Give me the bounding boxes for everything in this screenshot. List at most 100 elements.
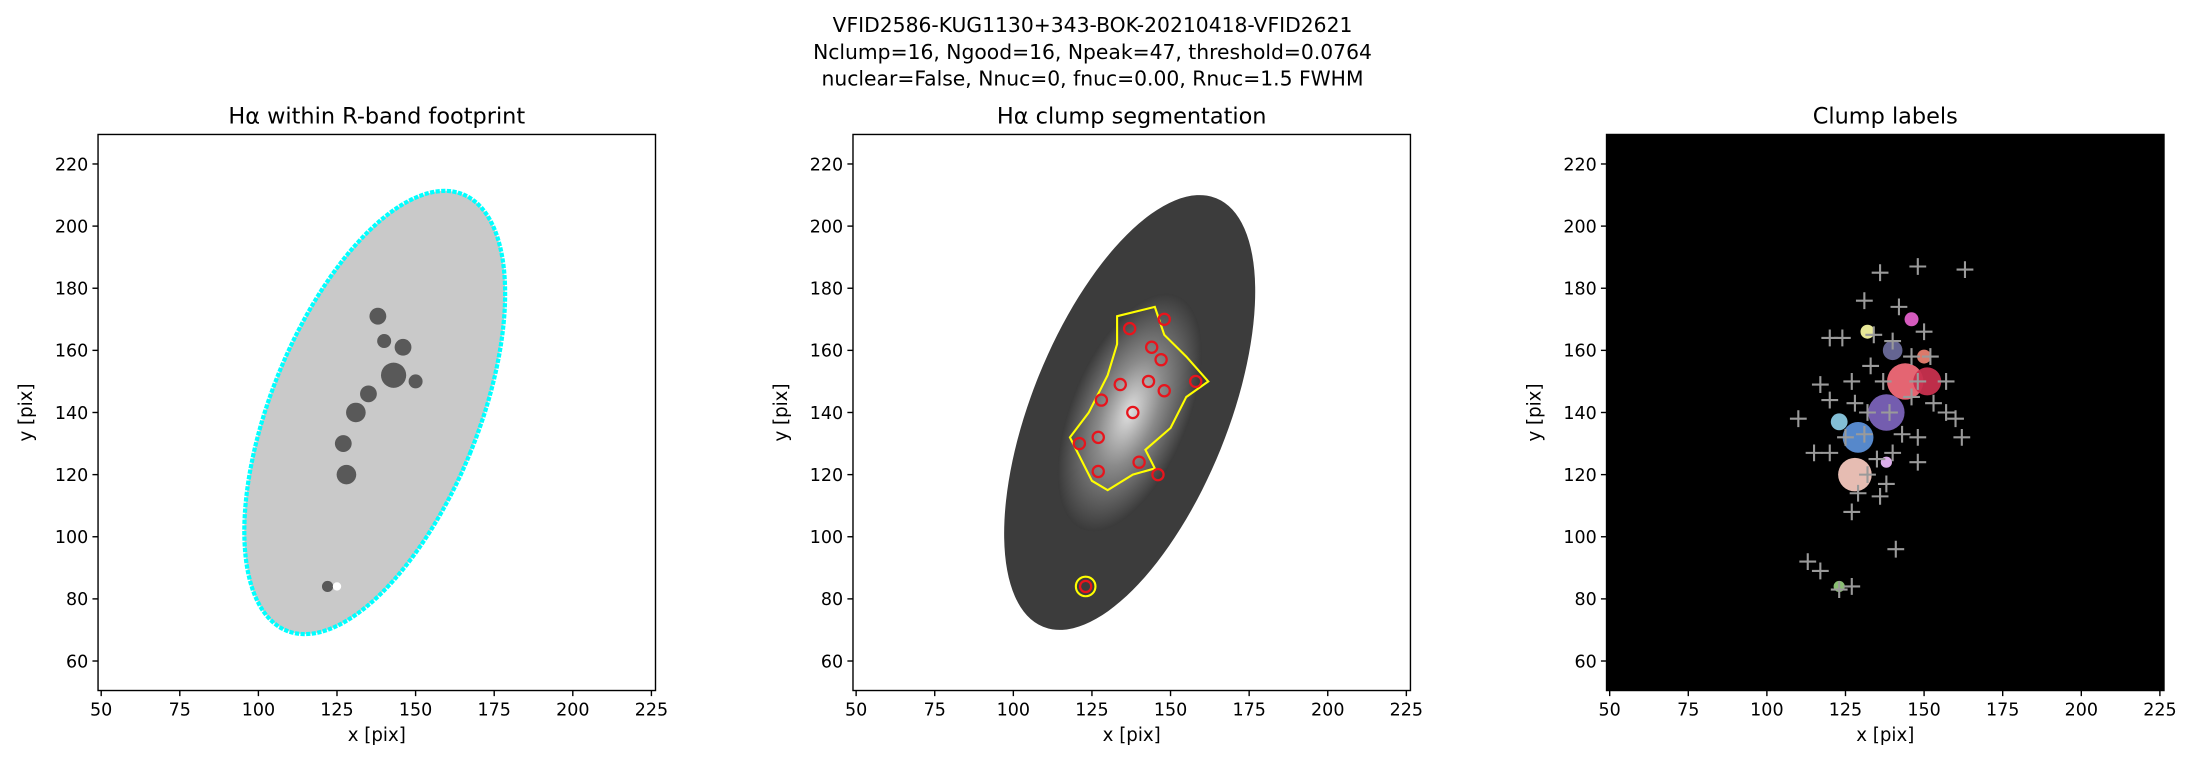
- clump-marker: [1126, 405, 1140, 420]
- peak-marker: [1811, 376, 1829, 393]
- y-tick-label: 80: [66, 590, 88, 610]
- x-tick-label: 100: [997, 701, 1030, 721]
- peak-marker: [1903, 348, 1920, 365]
- x-tick-label: 125: [1075, 701, 1108, 721]
- peak-marker: [1884, 332, 1902, 350]
- peak-marker: [1921, 348, 1939, 365]
- suptitle: Nclump=16, Ngood=16, Npeak=47, threshold…: [813, 40, 1372, 64]
- clump-marker: [1091, 464, 1105, 479]
- peak-marker: [1862, 357, 1880, 375]
- image: [1004, 195, 1256, 630]
- y-tick-label: 120: [55, 466, 88, 486]
- y-tick-label: 140: [55, 404, 88, 424]
- peak-marker: [1903, 388, 1920, 406]
- y-tick-label: 140: [810, 404, 843, 424]
- peak-marker: [1956, 261, 1974, 279]
- y-tick-label: 60: [821, 652, 843, 672]
- peak-marker: [1865, 326, 1883, 344]
- y-tick-label: 160: [55, 342, 88, 362]
- peak-marker: [1881, 404, 1898, 421]
- peak-marker: [1909, 258, 1927, 275]
- y-label: y [pix]: [16, 383, 37, 441]
- peak-marker: [1821, 391, 1839, 409]
- clump-marker: [1122, 321, 1137, 336]
- peak-marker: [1859, 404, 1876, 421]
- y-tick-label: 200: [55, 217, 88, 237]
- y-tick-label: 220: [55, 155, 88, 175]
- clump-marker: [1072, 436, 1087, 451]
- blob: [380, 362, 407, 388]
- y-tick-label: 120: [810, 466, 843, 486]
- panel: 50 75 100 125 150 175 200 225 60 80 100 120 140 160 18…: [771, 103, 1423, 746]
- blob: [1882, 340, 1903, 361]
- peak-marker: [1893, 425, 1911, 443]
- peak-marker: [1855, 292, 1873, 310]
- y-tick-label: 220: [810, 155, 843, 175]
- x-tick-label: 125: [320, 701, 353, 721]
- x-tick-label: 200: [2065, 701, 2098, 721]
- clump-marker: [1094, 393, 1109, 407]
- y-tick-label: 180: [810, 280, 843, 300]
- blob: [334, 435, 352, 452]
- x-tick-label: 75: [169, 701, 191, 721]
- blob: [1860, 324, 1875, 339]
- x-tick-label: 175: [1232, 701, 1265, 721]
- peak-marker: [1868, 450, 1886, 468]
- peak-marker: [1855, 425, 1873, 443]
- y-label: y [pix]: [771, 383, 792, 441]
- clump-marker: [1188, 374, 1203, 389]
- clump-marker: [1157, 384, 1171, 398]
- y-label: y [pix]: [1525, 383, 1546, 441]
- clump-marker: [1141, 374, 1156, 389]
- clump-marker: [1144, 340, 1159, 354]
- peak-marker: [1890, 298, 1908, 316]
- y-tick-label: 200: [810, 217, 843, 237]
- y-tick-label: 160: [810, 342, 843, 362]
- peak-marker: [1871, 487, 1889, 505]
- panel: 50 75 100 125 150 175 200 225 60 80 100 120 140 160 18…: [1525, 103, 2177, 746]
- peak-marker: [1909, 453, 1927, 471]
- blob: [336, 464, 357, 485]
- x-tick-label: 100: [1750, 701, 1783, 721]
- peak-marker: [1830, 581, 1848, 598]
- peak-marker: [1937, 404, 1955, 421]
- clump-marker: [1151, 467, 1165, 482]
- clump-marker: [1091, 430, 1105, 445]
- peak-marker: [1837, 428, 1854, 446]
- blob: [332, 582, 342, 591]
- peak-marker: [1843, 503, 1861, 521]
- clump-marker: [1157, 312, 1171, 327]
- peak-marker: [1833, 329, 1851, 347]
- blob: [1842, 421, 1874, 453]
- peak-marker: [1849, 484, 1867, 502]
- y-tick-label: 160: [1563, 342, 1596, 362]
- x-label: x [pix]: [1856, 725, 1914, 746]
- x-tick-label: 100: [242, 701, 275, 721]
- peak-marker: [1805, 444, 1823, 462]
- blob: [369, 307, 387, 325]
- x-tick-label: 200: [556, 701, 589, 721]
- peak-marker: [1909, 428, 1927, 446]
- panel: 50 75 100 125 150 175 200 225 60 80 100 120 140 160 18…: [16, 103, 668, 746]
- image: [242, 188, 508, 637]
- peak-marker: [1953, 428, 1971, 446]
- x-label: x [pix]: [1103, 725, 1161, 746]
- x-tick-label: 225: [1390, 701, 1423, 721]
- y-tick-label: 80: [821, 590, 843, 610]
- peak-marker: [1789, 410, 1807, 428]
- galaxy: [242, 188, 508, 637]
- peak-marker: [1909, 373, 1927, 390]
- peak-marker: [1874, 373, 1892, 390]
- blob: [360, 385, 377, 403]
- x-tick-label: 125: [1829, 701, 1862, 721]
- peak-marker: [1887, 540, 1905, 558]
- blob: [1838, 457, 1872, 492]
- y-tick-label: 80: [1574, 590, 1596, 610]
- clump-marker: [1078, 579, 1093, 594]
- blob: [346, 402, 366, 423]
- clump-marker: [1154, 352, 1168, 367]
- x-tick-label: 225: [635, 701, 668, 721]
- suptitle: VFID2586-KUG1130+343-BOK-20210418-VFID26…: [833, 13, 1353, 37]
